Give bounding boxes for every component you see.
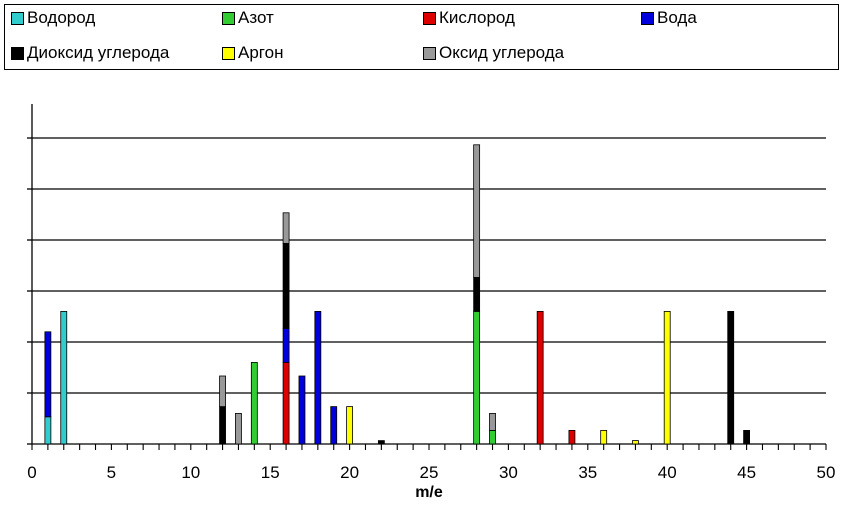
bar-3-mz-1 bbox=[45, 332, 51, 417]
bar-0-mz-1 bbox=[45, 417, 51, 444]
bar-3-mz-19 bbox=[331, 407, 337, 444]
x-tick-label: 50 bbox=[817, 463, 836, 482]
x-tick-label: 5 bbox=[107, 463, 116, 482]
bar-2-mz-34 bbox=[569, 430, 575, 444]
bar-3-mz-17 bbox=[299, 376, 305, 444]
bar-4-mz-16 bbox=[283, 243, 289, 328]
bar-4-mz-45 bbox=[744, 430, 750, 444]
bar-1-mz-14 bbox=[251, 362, 257, 444]
x-tick-label: 0 bbox=[27, 463, 36, 482]
bar-6-mz-29 bbox=[490, 413, 496, 430]
x-tick-label: 15 bbox=[261, 463, 280, 482]
bar-3-mz-18 bbox=[315, 311, 321, 444]
bar-5-mz-38 bbox=[632, 441, 638, 444]
bar-2-mz-16 bbox=[283, 362, 289, 444]
bar-6-mz-28 bbox=[474, 145, 480, 278]
bar-5-mz-36 bbox=[601, 430, 607, 444]
bar-4-mz-28 bbox=[474, 277, 480, 311]
bar-5-mz-40 bbox=[664, 311, 670, 444]
bar-6-mz-16 bbox=[283, 213, 289, 244]
x-tick-label: 45 bbox=[737, 463, 756, 482]
bar-6-mz-13 bbox=[235, 413, 241, 444]
bar-3-mz-16 bbox=[283, 328, 289, 362]
bar-1-mz-28 bbox=[474, 311, 480, 444]
bar-0-mz-2 bbox=[61, 311, 67, 444]
x-tick-label: 25 bbox=[420, 463, 439, 482]
bar-2-mz-32 bbox=[537, 311, 543, 444]
x-tick-label: 40 bbox=[658, 463, 677, 482]
bar-6-mz-12 bbox=[220, 376, 226, 407]
x-tick-label: 30 bbox=[499, 463, 518, 482]
bar-4-mz-12 bbox=[220, 407, 226, 444]
bar-4-mz-44 bbox=[728, 311, 734, 444]
bar-4-mz-22 bbox=[378, 441, 384, 444]
x-axis-title: m/e bbox=[415, 484, 443, 501]
x-tick-label: 20 bbox=[340, 463, 359, 482]
x-tick-label: 35 bbox=[578, 463, 597, 482]
bar-5-mz-20 bbox=[347, 407, 353, 444]
x-tick-label: 10 bbox=[181, 463, 200, 482]
bar-1-mz-29 bbox=[490, 430, 496, 444]
